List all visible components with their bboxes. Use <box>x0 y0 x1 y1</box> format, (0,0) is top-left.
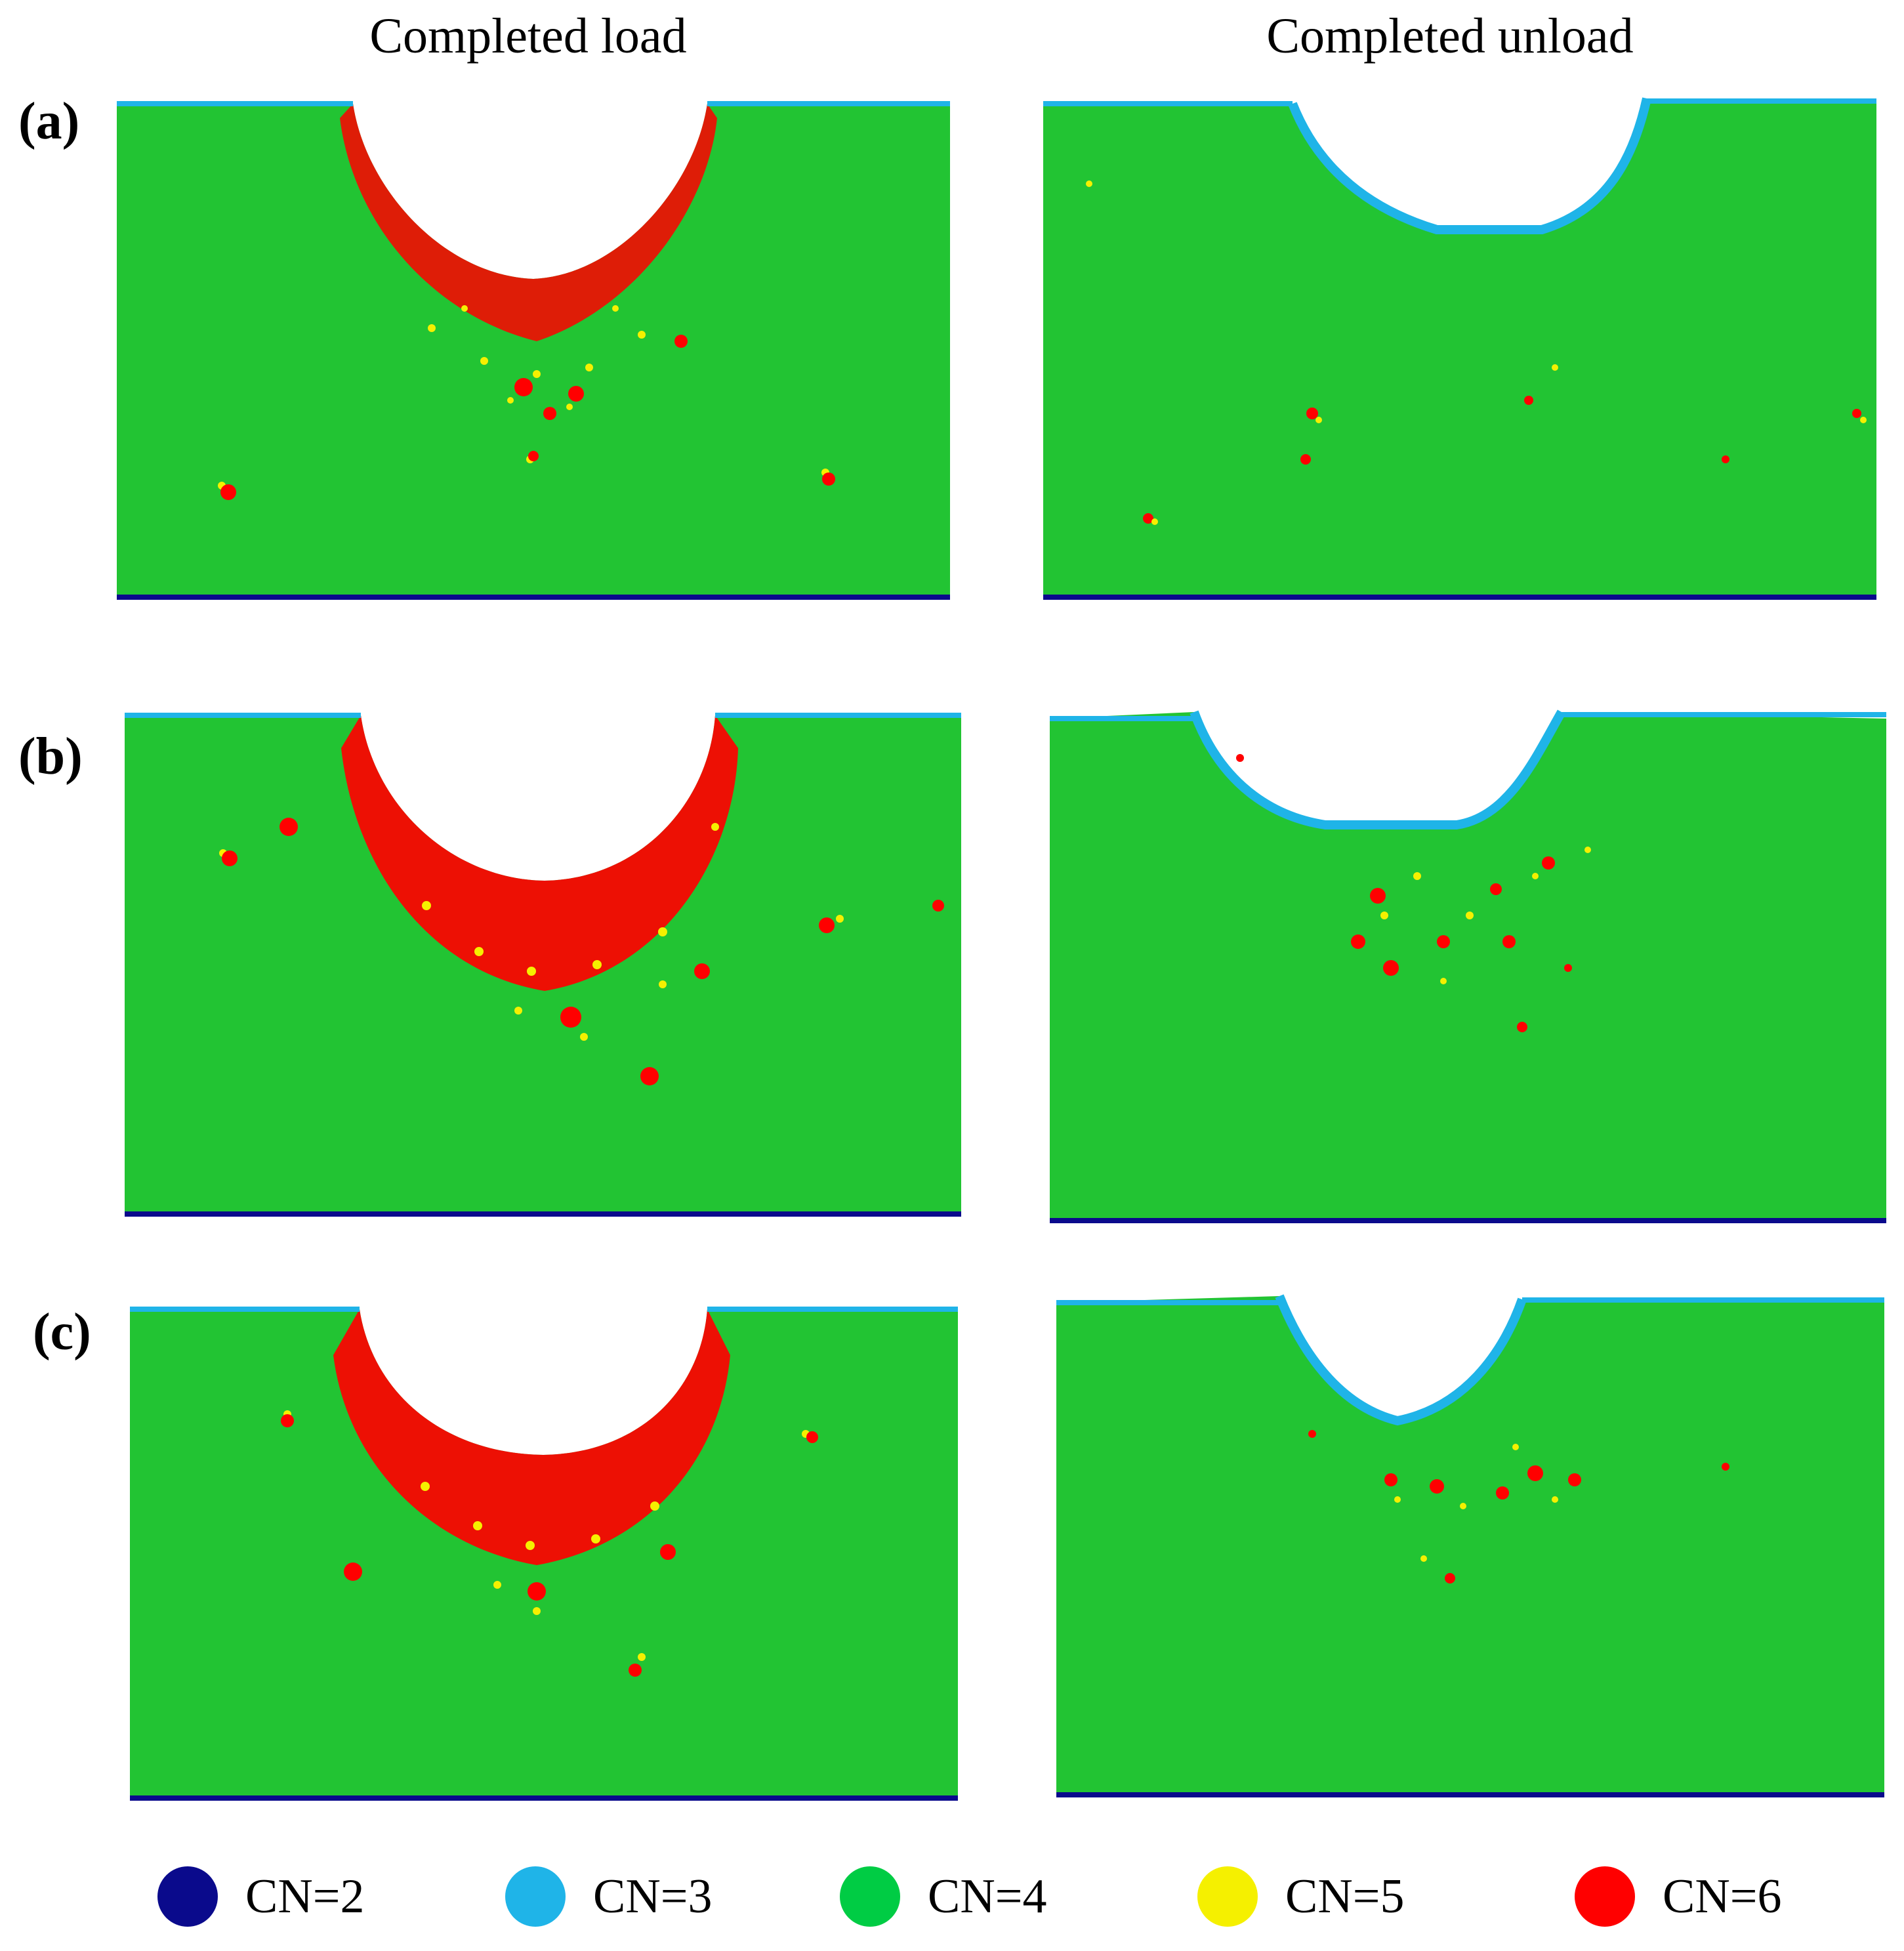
legend-item-cn2: CN=2 <box>157 1857 365 1936</box>
cn3-top-edge-left <box>125 713 361 718</box>
cn3-top-edge-right <box>715 713 961 718</box>
cn5-scatter <box>1394 1444 1558 1562</box>
cn6-zone <box>341 715 738 991</box>
atom-map-b-load <box>125 713 961 1217</box>
cn3-top-edge-right <box>707 1307 958 1312</box>
legend-item-cn4: CN=4 <box>840 1857 1047 1936</box>
cn3-top-edge <box>1056 1300 1279 1305</box>
legend-label: CN=6 <box>1663 1869 1782 1923</box>
legend-item-cn5: CN=5 <box>1197 1857 1405 1936</box>
cn3-dot-icon <box>505 1866 566 1927</box>
cn3-top-edge-right <box>1647 98 1876 104</box>
cn2-bottom-edge <box>1050 1218 1886 1223</box>
cn3-top-edge-left <box>130 1307 360 1312</box>
cn6-dot-icon <box>1575 1866 1635 1927</box>
cn2-bottom-edge <box>117 595 950 600</box>
cn6-clusters <box>281 1414 818 1677</box>
cn5-scatter <box>1086 180 1867 525</box>
cn6-clusters <box>222 818 944 1085</box>
cn2-bottom-edge <box>125 1211 961 1217</box>
cn6-clusters <box>220 335 835 500</box>
cn3-top-edge-right <box>707 101 950 106</box>
panel-b-load <box>125 709 961 1221</box>
atom-map-a-load <box>117 101 950 600</box>
cn6-clusters <box>1143 396 1861 524</box>
cn6-clusters <box>1236 754 1572 1032</box>
legend-label: CN=2 <box>245 1869 365 1923</box>
substrate <box>1056 1296 1884 1795</box>
cn4-dot-icon <box>840 1866 900 1927</box>
cn3-surface <box>1190 709 1566 829</box>
cn3-top-edge <box>1050 716 1194 721</box>
column-title-load: Completed load <box>369 9 687 64</box>
cn3-surface <box>1275 1294 1527 1426</box>
cn5-scatter <box>219 823 844 1041</box>
atom-map-b-unload <box>1050 709 1886 1223</box>
atom-map-c-unload <box>1056 1294 1884 1797</box>
legend-item-cn6: CN=6 <box>1575 1857 1782 1936</box>
cn2-bottom-edge <box>1043 595 1876 600</box>
legend-item-cn3: CN=3 <box>505 1857 713 1936</box>
row-label-c: (c) <box>33 1303 91 1361</box>
cn3-top-edge-right <box>1522 1297 1884 1303</box>
panel-c-unload <box>1056 1290 1884 1801</box>
cn5-scatter <box>1380 847 1591 984</box>
atom-map-c-load <box>130 1307 958 1801</box>
cn3-top-edge-right <box>1562 712 1886 717</box>
row-label-a: (a) <box>18 93 80 150</box>
cn5-scatter <box>218 305 829 490</box>
column-title-unload: Completed unload <box>1266 9 1634 64</box>
atom-map-a-unload <box>1043 97 1876 600</box>
panel-b-unload <box>1050 705 1886 1227</box>
cn5-dot-icon <box>1197 1866 1258 1927</box>
cn3-top-edge <box>1043 101 1293 106</box>
row-label-b: (b) <box>18 728 83 786</box>
panel-c-load <box>130 1303 958 1805</box>
cn3-top-edge-left <box>117 101 353 106</box>
legend: CN=2 CN=3 CN=4 CN=5 CN=6 <box>0 1857 1904 1936</box>
panel-a-unload <box>1043 92 1876 610</box>
substrate <box>1043 98 1876 597</box>
legend-label: CN=4 <box>928 1869 1047 1923</box>
cn6-zone <box>333 1309 730 1565</box>
substrate <box>117 104 950 597</box>
cn2-bottom-edge <box>1056 1792 1884 1797</box>
substrate <box>1050 712 1886 1221</box>
legend-label: CN=5 <box>1285 1869 1405 1923</box>
cn2-bottom-edge <box>130 1795 958 1801</box>
cn2-dot-icon <box>157 1866 218 1927</box>
cn6-clusters <box>1308 1430 1729 1584</box>
cn6-zone <box>340 104 717 341</box>
cn3-surface <box>1288 97 1651 234</box>
panel-a-load <box>117 92 950 610</box>
legend-label: CN=3 <box>593 1869 713 1923</box>
